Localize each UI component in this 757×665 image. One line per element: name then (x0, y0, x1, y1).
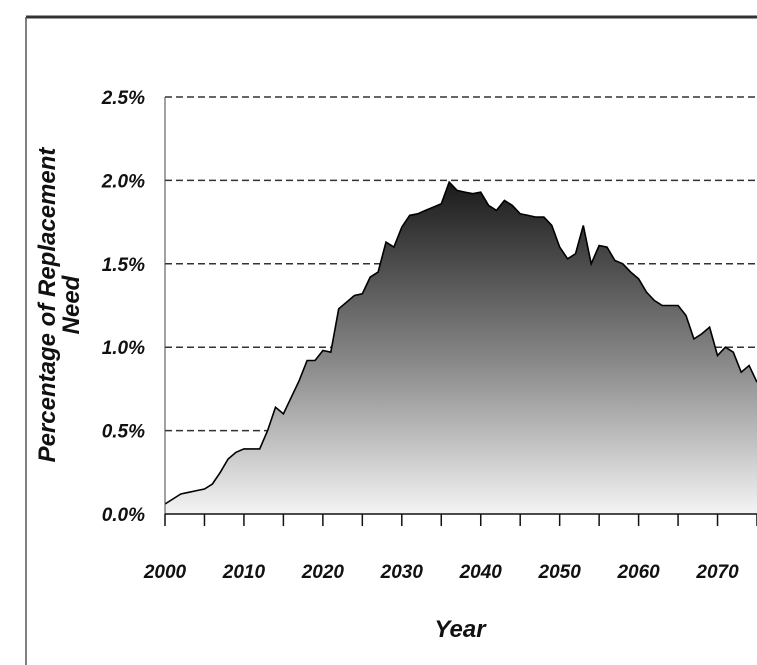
y-tick-label: 2.5% (101, 88, 145, 109)
y-tick-label: 1.0% (102, 338, 145, 359)
y-tick-label: 2.0% (101, 171, 145, 192)
y-tick-label: 0.0% (102, 505, 145, 526)
x-tick-label: 2070 (695, 562, 739, 583)
y-axis-title-line-1: Percentage of Replacement (34, 147, 61, 463)
x-tick-label: 2000 (143, 562, 187, 583)
area-series-line (164, 180, 757, 505)
x-axis-ticks (164, 514, 757, 526)
y-axis-title-line-2: Need (58, 274, 85, 334)
x-tick-label: 2020 (301, 562, 345, 583)
y-tick-label: 0.5% (102, 422, 145, 443)
x-axis-title: Year (434, 616, 487, 643)
x-tick-label: 2060 (616, 562, 660, 583)
x-tick-label: 2040 (459, 562, 503, 583)
y-axis-tick-labels: 0.0% 0.5% 1.0% 1.5% 2.0% 2.5% (101, 88, 145, 526)
y-tick-label: 1.5% (102, 255, 145, 276)
x-tick-label: 2030 (380, 562, 424, 583)
x-tick-label: 2010 (222, 562, 266, 583)
x-tick-label: 2050 (538, 562, 582, 583)
y-axis-title: Percentage of Replacement Need (34, 147, 85, 463)
x-axis-tick-labels: 2000 2010 2020 2030 2040 2050 2060 2070 (143, 562, 739, 583)
plot-area: 0.0% 0.5% 1.0% 1.5% 2.0% 2.5% 2000 2010 2020 203… (101, 88, 757, 583)
area-series (165, 182, 757, 514)
